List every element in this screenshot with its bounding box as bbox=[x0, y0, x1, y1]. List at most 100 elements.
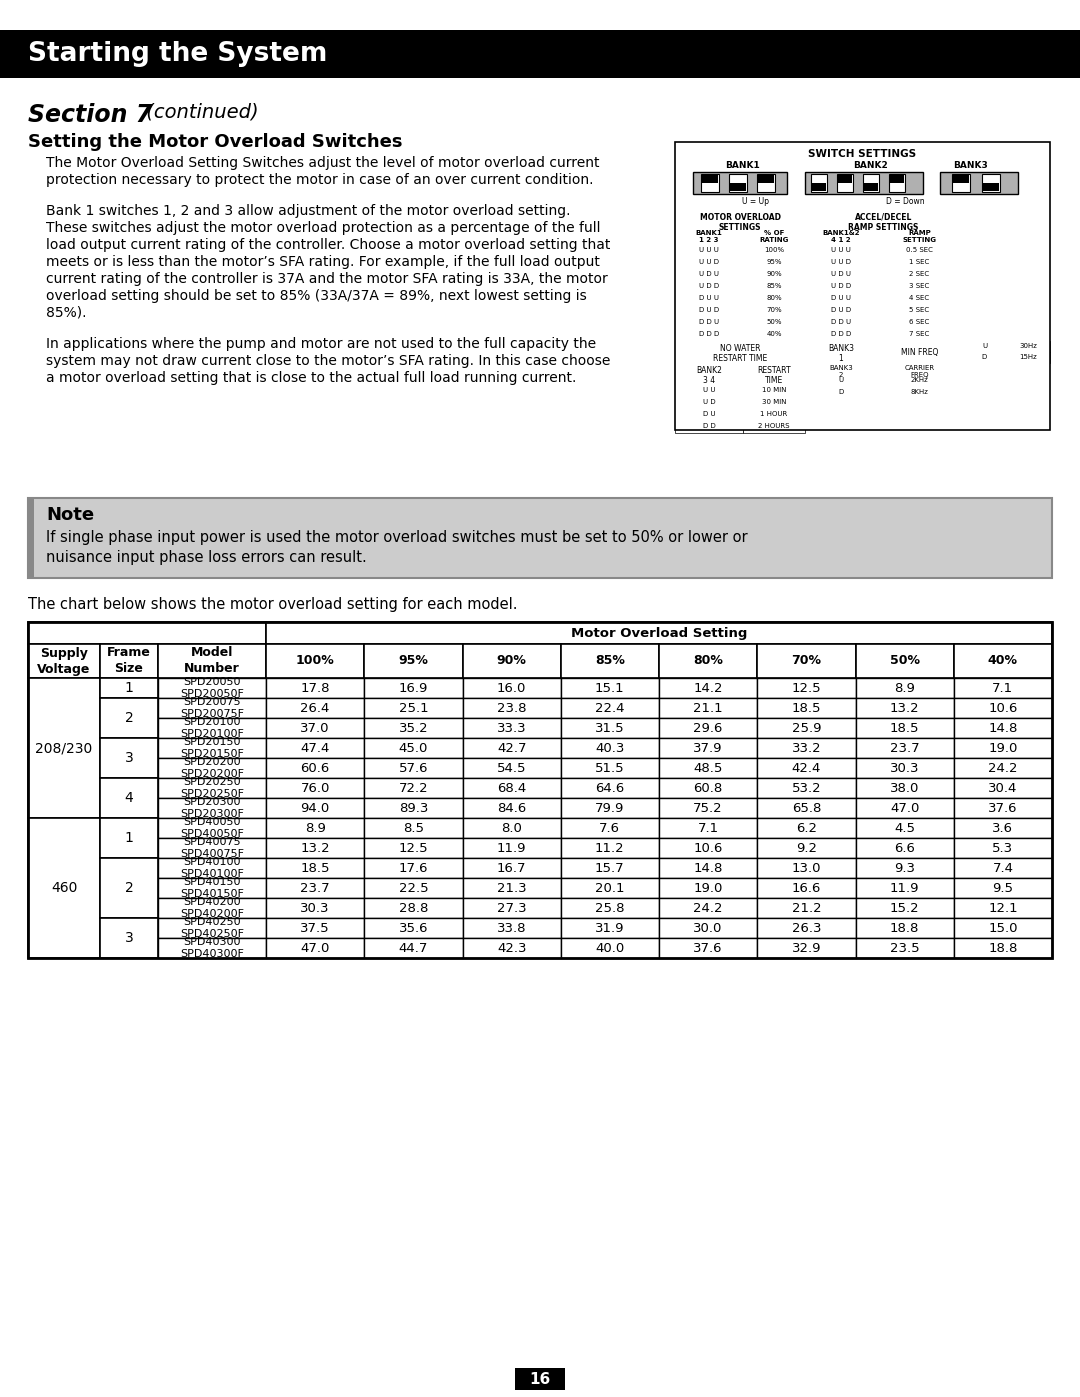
Bar bbox=[28, 497, 1052, 578]
Text: Model
Number: Model Number bbox=[184, 647, 240, 676]
Bar bbox=[462, 858, 561, 877]
Text: 3: 3 bbox=[124, 752, 133, 766]
Bar bbox=[659, 759, 757, 778]
Bar bbox=[855, 698, 954, 718]
Bar bbox=[805, 293, 877, 305]
Text: 11.2: 11.2 bbox=[595, 841, 624, 855]
Bar bbox=[962, 341, 1007, 352]
Text: 14.8: 14.8 bbox=[988, 721, 1017, 735]
Bar bbox=[561, 718, 659, 738]
Bar bbox=[462, 698, 561, 718]
Text: 21.3: 21.3 bbox=[497, 882, 526, 894]
Text: 40.0: 40.0 bbox=[595, 942, 624, 954]
Bar bbox=[877, 270, 962, 281]
Text: 37.9: 37.9 bbox=[693, 742, 723, 754]
Bar bbox=[837, 175, 853, 191]
Text: MOTOR OVERLOAD
SETTINGS: MOTOR OVERLOAD SETTINGS bbox=[700, 212, 781, 232]
Text: 100%: 100% bbox=[764, 246, 784, 253]
Bar bbox=[757, 877, 855, 898]
Bar bbox=[855, 778, 954, 798]
Text: 6 SEC: 6 SEC bbox=[909, 319, 930, 324]
Text: 51.5: 51.5 bbox=[595, 761, 624, 774]
Text: 26.3: 26.3 bbox=[792, 922, 821, 935]
Text: 24.2: 24.2 bbox=[693, 901, 723, 915]
Bar bbox=[561, 898, 659, 918]
Bar bbox=[266, 622, 1052, 644]
Text: The chart below shows the motor overload setting for each model.: The chart below shows the motor overload… bbox=[28, 597, 517, 612]
Bar bbox=[877, 374, 962, 387]
Bar bbox=[805, 330, 877, 341]
Bar bbox=[364, 644, 462, 678]
Text: 19.0: 19.0 bbox=[693, 882, 723, 894]
Bar bbox=[954, 937, 1052, 958]
Text: U U U: U U U bbox=[699, 246, 719, 253]
Text: 6.2: 6.2 bbox=[796, 821, 816, 834]
Bar bbox=[561, 819, 659, 838]
Text: 12.5: 12.5 bbox=[399, 841, 428, 855]
Bar bbox=[659, 798, 757, 819]
Text: 2 SEC: 2 SEC bbox=[909, 271, 930, 277]
Bar bbox=[855, 898, 954, 918]
Text: 208/230: 208/230 bbox=[36, 740, 93, 754]
Text: 94.0: 94.0 bbox=[300, 802, 329, 814]
Text: SPD40050
SPD40050F: SPD40050 SPD40050F bbox=[180, 817, 244, 840]
Bar bbox=[855, 759, 954, 778]
Bar bbox=[877, 317, 962, 330]
Text: 11.9: 11.9 bbox=[890, 882, 919, 894]
Bar bbox=[757, 798, 855, 819]
Bar bbox=[158, 838, 266, 858]
Text: 25.8: 25.8 bbox=[595, 901, 624, 915]
Text: 25.9: 25.9 bbox=[792, 721, 821, 735]
Bar bbox=[462, 877, 561, 898]
Bar bbox=[877, 341, 962, 363]
Bar bbox=[675, 397, 743, 409]
Bar bbox=[877, 257, 962, 270]
Bar bbox=[158, 738, 266, 759]
Bar bbox=[659, 644, 757, 678]
Bar bbox=[805, 317, 877, 330]
Text: 30.4: 30.4 bbox=[988, 781, 1017, 795]
Bar bbox=[954, 838, 1052, 858]
Text: 25.1: 25.1 bbox=[399, 701, 428, 714]
Bar bbox=[659, 738, 757, 759]
Text: 7.1: 7.1 bbox=[993, 682, 1013, 694]
Text: BANK1&2
4 1 2: BANK1&2 4 1 2 bbox=[822, 231, 860, 243]
Bar bbox=[675, 211, 805, 229]
Bar bbox=[158, 858, 266, 877]
Bar bbox=[855, 838, 954, 858]
Text: 2: 2 bbox=[124, 711, 133, 725]
Text: SPD40250
SPD40250F: SPD40250 SPD40250F bbox=[180, 916, 244, 939]
Text: 90%: 90% bbox=[497, 655, 527, 668]
Bar bbox=[158, 678, 266, 698]
Text: 85%).: 85%). bbox=[46, 306, 86, 320]
Text: 1: 1 bbox=[124, 831, 134, 845]
Bar bbox=[100, 698, 158, 738]
Bar bbox=[805, 387, 877, 400]
Text: 57.6: 57.6 bbox=[399, 761, 428, 774]
Bar bbox=[855, 678, 954, 698]
Text: Motor Overload Setting: Motor Overload Setting bbox=[571, 626, 747, 640]
Text: 42.4: 42.4 bbox=[792, 761, 821, 774]
Text: 3.6: 3.6 bbox=[993, 821, 1013, 834]
Bar bbox=[266, 759, 364, 778]
Text: 17.8: 17.8 bbox=[300, 682, 329, 694]
Text: BANK3: BANK3 bbox=[953, 161, 987, 170]
Bar bbox=[462, 898, 561, 918]
Bar bbox=[877, 293, 962, 305]
Bar bbox=[855, 819, 954, 838]
Bar bbox=[855, 858, 954, 877]
Text: 8.9: 8.9 bbox=[305, 821, 325, 834]
Text: 12.1: 12.1 bbox=[988, 901, 1017, 915]
Bar bbox=[855, 798, 954, 819]
Text: 3: 3 bbox=[124, 930, 133, 944]
Text: 65.8: 65.8 bbox=[792, 802, 821, 814]
Bar bbox=[462, 918, 561, 937]
Bar bbox=[855, 937, 954, 958]
Text: SPD40150
SPD40150F: SPD40150 SPD40150F bbox=[180, 877, 244, 900]
Bar bbox=[158, 759, 266, 778]
Text: D = Down: D = Down bbox=[886, 197, 924, 205]
Text: 9.3: 9.3 bbox=[894, 862, 915, 875]
Text: 95%: 95% bbox=[766, 258, 782, 264]
Text: SPD40100
SPD40100F: SPD40100 SPD40100F bbox=[180, 856, 244, 879]
Bar bbox=[100, 819, 158, 858]
